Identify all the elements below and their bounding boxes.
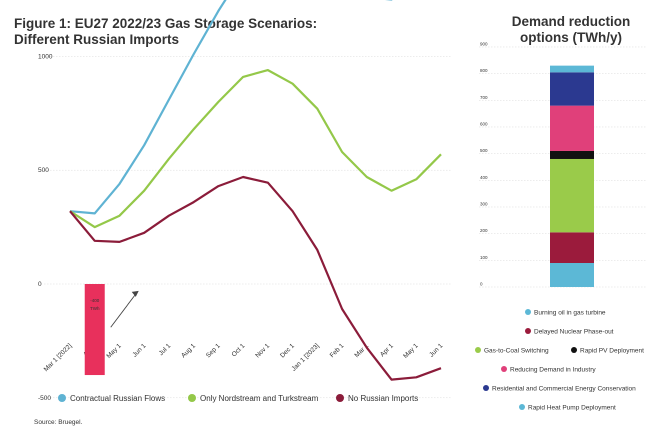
bar-segment-2	[550, 232, 594, 263]
bar-y-tick-label: 800	[480, 68, 488, 73]
bar-legend-marker	[519, 404, 525, 410]
legend-label: No Russian Imports	[348, 394, 418, 403]
bar-segment-6	[550, 72, 594, 106]
bar-segment-4	[550, 150, 594, 159]
bar-legend-label: Burning oil in gas turbine	[534, 309, 606, 316]
x-tick-label: Sep 1	[205, 342, 222, 359]
x-tick-label: Jul 1	[158, 342, 173, 357]
x-tick-label: Dec 1	[279, 342, 296, 359]
bar-legend-marker	[483, 385, 489, 391]
bar-y-tick-label: 200	[480, 228, 488, 233]
y-tick-label: -500	[38, 395, 51, 402]
bar-legend-marker	[475, 347, 481, 353]
bar-legend-label: Reducing Demand in Industry	[510, 366, 596, 373]
x-tick-label: Oct 1	[231, 342, 247, 358]
series-line-3	[69, 175, 442, 381]
bar-y-tick-label: 100	[480, 255, 488, 260]
x-tick-label: Jun 1	[428, 342, 444, 358]
bar-legend-marker	[571, 347, 577, 353]
bar-y-tick-label: 600	[480, 121, 488, 126]
bar-legend-label: Gas-to-Coal Switching	[484, 347, 549, 354]
bar-legend-marker	[525, 309, 531, 315]
legend-label: Only Nordstream and Turkstream	[200, 394, 319, 403]
bar-legend-label: Residential and Commercial Energy Conser…	[492, 385, 636, 392]
bar-segment-5	[550, 105, 594, 151]
x-tick-label: Mar 1 [2022]	[43, 342, 74, 373]
x-tick-label: Apr 1	[379, 342, 395, 358]
bar-segment-3	[550, 158, 594, 233]
y-tick-label: 500	[38, 167, 49, 174]
x-tick-label: Feb 1	[329, 342, 346, 359]
annotation-box	[84, 284, 105, 376]
legend-marker	[336, 394, 344, 402]
y-tick-label: 1000	[38, 53, 53, 60]
annotation-unit: TWh	[90, 306, 100, 311]
bar-y-tick-label: 900	[480, 41, 488, 46]
source-note: Source: Bruegel.	[34, 419, 83, 426]
chart-title: Figure 1: EU27 2022/23 Gas Storage Scena…	[14, 16, 318, 47]
annotation-arrow-shaft	[110, 295, 136, 328]
bar-segment-1	[550, 262, 594, 287]
x-tick-label: May 1	[402, 342, 420, 360]
bar-y-tick-label: 500	[480, 148, 488, 153]
x-tick-label: Aug 1	[180, 342, 197, 359]
x-tick-label: Nov 1	[254, 342, 271, 359]
bar-legend-marker	[501, 366, 507, 372]
x-tick-label: May 1	[105, 342, 123, 360]
x-tick-label: Jun 1	[131, 342, 147, 358]
annotation-text: -400	[90, 298, 100, 303]
y-tick-label: 0	[38, 281, 42, 288]
bar-legend-label: Delayed Nuclear Phase-out	[534, 328, 614, 335]
series-line-2	[69, 68, 442, 229]
legend-marker	[58, 394, 66, 402]
legend-label: Contractual Russian Flows	[70, 394, 165, 403]
bar-segment-7	[550, 65, 594, 73]
bar-y-tick-label: 0	[480, 282, 483, 287]
bar-legend-label: Rapid Heat Pump Deployment	[528, 404, 616, 411]
bar-y-tick-label: 300	[480, 201, 488, 206]
bar-legend-label: Rapid PV Deployment	[580, 347, 644, 354]
demand-chart-title: Demand reduction options (TWh/y)	[511, 14, 631, 45]
series-line-1	[69, 0, 393, 215]
bar-y-tick-label: 700	[480, 95, 488, 100]
bar-y-tick-label: 400	[480, 175, 488, 180]
bar-legend-marker	[525, 328, 531, 334]
annotation-arrow-head	[131, 290, 139, 297]
legend-marker	[188, 394, 196, 402]
